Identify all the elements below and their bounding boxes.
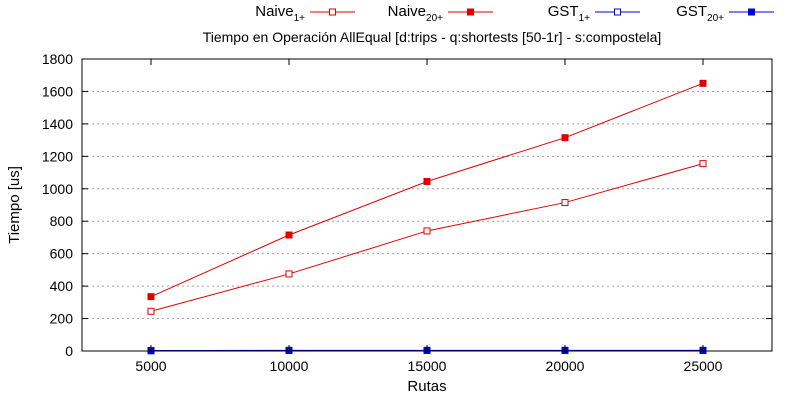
data-point bbox=[285, 270, 293, 278]
legend-marker bbox=[748, 8, 755, 16]
legend-label: Naive20+ bbox=[388, 3, 443, 24]
data-point bbox=[423, 227, 431, 235]
legend: Naive1+ Naive20+ GST1+ GST20+ bbox=[255, 3, 774, 24]
series-group bbox=[147, 79, 707, 355]
x-tick-label: 10000 bbox=[270, 358, 309, 374]
legend-marker bbox=[614, 8, 621, 16]
plot-frame bbox=[81, 58, 773, 352]
series-line bbox=[150, 82, 704, 298]
data-point bbox=[561, 134, 569, 142]
y-tick-label: 0 bbox=[65, 343, 73, 359]
x-tick-label: 5000 bbox=[135, 358, 166, 374]
data-point bbox=[561, 199, 569, 207]
x-axis: 5000 10000 15000 20000 25000 bbox=[135, 59, 723, 374]
chart-title: Tiempo en Operación AllEqual [d:trips - … bbox=[203, 29, 662, 45]
y-tick-label: 1200 bbox=[42, 148, 73, 164]
y-tick-label: 400 bbox=[50, 278, 74, 294]
y-tick-label: 1000 bbox=[42, 181, 73, 197]
y-tick-label: 200 bbox=[50, 311, 74, 327]
legend-marker bbox=[467, 8, 474, 16]
data-point bbox=[423, 177, 431, 185]
x-tick-label: 20000 bbox=[546, 358, 585, 374]
x-axis-label: Rutas bbox=[407, 378, 446, 395]
y-tick-label: 1400 bbox=[42, 116, 73, 132]
y-tick-label: 800 bbox=[50, 213, 74, 229]
y-tick-label: 1600 bbox=[42, 83, 73, 99]
legend-label: GST1+ bbox=[548, 3, 590, 24]
y-axis-label: Tiempo [us] bbox=[6, 166, 23, 244]
y-tick-label: 1800 bbox=[42, 51, 73, 67]
gridlines bbox=[82, 90, 772, 320]
data-point bbox=[147, 307, 155, 315]
data-point bbox=[285, 231, 293, 239]
legend-marker bbox=[329, 8, 336, 16]
data-point bbox=[699, 160, 707, 168]
legend-label: GST20+ bbox=[676, 3, 724, 24]
series-line bbox=[150, 163, 704, 312]
y-tick-label: 600 bbox=[50, 246, 74, 262]
data-point bbox=[147, 293, 155, 301]
y-axis: 0 200 400 600 800 1000 1200 1400 1600 1800 bbox=[42, 51, 772, 359]
legend-label: Naive1+ bbox=[255, 3, 305, 24]
x-tick-label: 15000 bbox=[408, 358, 447, 374]
x-tick-label: 25000 bbox=[684, 358, 723, 374]
data-point bbox=[699, 79, 707, 87]
